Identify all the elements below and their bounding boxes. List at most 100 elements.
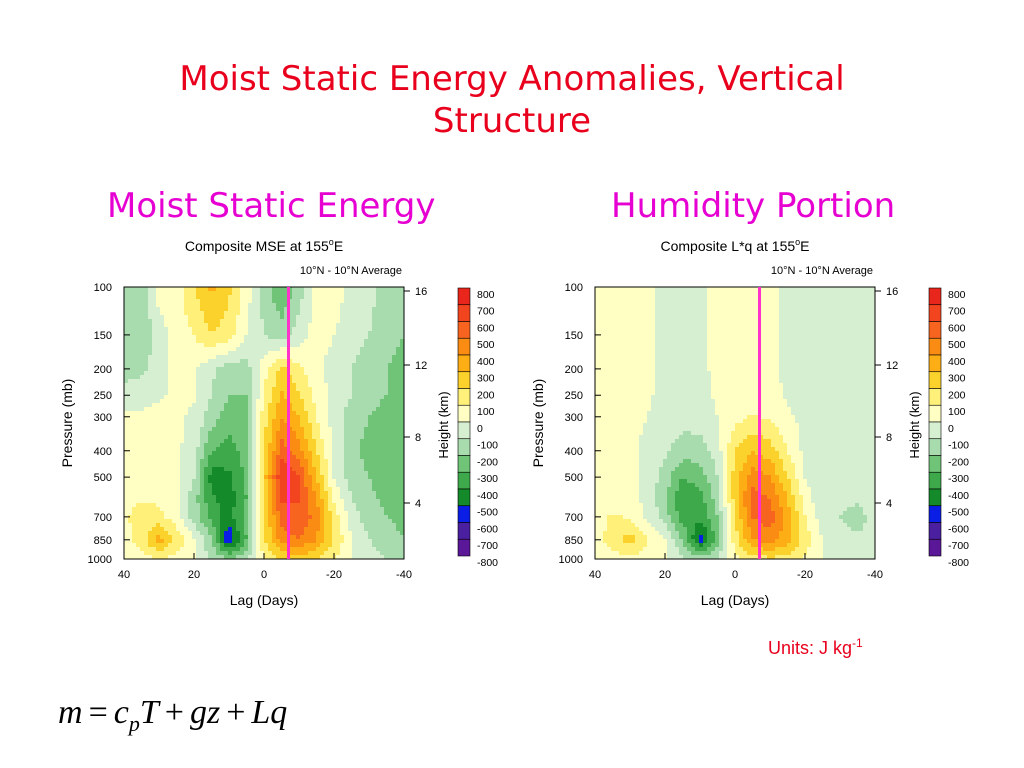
contour-cell [136, 507, 141, 512]
contour-cell [300, 551, 305, 556]
contour-cell [300, 327, 305, 332]
contour-cell [180, 535, 185, 540]
contour-cell [296, 355, 301, 360]
contour-cell [252, 479, 257, 484]
contour-cell [256, 511, 261, 516]
contour-cell [264, 495, 269, 500]
contour-cell [228, 427, 233, 432]
contour-cell [376, 439, 381, 444]
contour-cell [176, 359, 181, 364]
contour-cell [344, 407, 349, 412]
contour-cell [172, 367, 177, 372]
contour-cell [396, 383, 401, 388]
contour-cell [240, 287, 245, 292]
contour-cell [180, 487, 185, 492]
contour-cell [136, 399, 141, 404]
colorbar-bin [457, 337, 471, 356]
contour-cell [392, 539, 397, 544]
contour-cell [336, 519, 341, 524]
contour-cell [388, 423, 393, 428]
contour-cell [396, 479, 401, 484]
contour-cell [136, 431, 141, 436]
contour-cell [276, 399, 281, 404]
contour-cell [296, 431, 301, 436]
contour-cell [308, 435, 313, 440]
contour-cell [216, 463, 221, 468]
contour-cell [627, 295, 632, 300]
contour-cell [188, 363, 193, 368]
contour-cell [320, 555, 325, 560]
contour-cell [296, 347, 301, 352]
contour-cell [396, 407, 401, 412]
contour-cell [128, 343, 133, 348]
contour-cell [140, 339, 145, 344]
contour-cell [208, 479, 213, 484]
contour-cell [156, 411, 161, 416]
contour-cell [208, 331, 213, 336]
contour-cell [228, 375, 233, 380]
contour-cell [284, 419, 289, 424]
contour-cell [156, 455, 161, 460]
contour-cell [344, 371, 349, 376]
contour-cell [156, 371, 161, 376]
contour-cell [212, 543, 217, 548]
contour-cell [831, 287, 836, 292]
contour-cell [128, 443, 133, 448]
contour-cell [176, 339, 181, 344]
contour-cell [631, 291, 636, 296]
contour-cell [400, 463, 405, 468]
contour-cell [220, 463, 225, 468]
contour-cell [148, 363, 153, 368]
contour-cell [324, 459, 329, 464]
contour-cell [332, 523, 337, 528]
contour-cell [204, 463, 209, 468]
contour-cell [308, 303, 313, 308]
contour-cell [156, 287, 161, 292]
contour-cell [196, 307, 201, 312]
contour-cell [272, 483, 277, 488]
contour-cell [819, 287, 824, 292]
contour-cell [360, 359, 365, 364]
contour-cell [324, 483, 329, 488]
contour-cell [368, 431, 373, 436]
contour-cell [260, 379, 265, 384]
contour-cell [244, 435, 249, 440]
contour-cell [360, 459, 365, 464]
contour-cell [244, 299, 249, 304]
contour-cell [376, 455, 381, 460]
contour-cell [240, 371, 245, 376]
contour-cell [400, 379, 405, 384]
contour-cell [220, 547, 225, 552]
contour-cell [340, 323, 345, 328]
contour-cell [156, 363, 161, 368]
contour-cell [296, 499, 301, 504]
contour-cell [388, 375, 393, 380]
contour-cell [340, 455, 345, 460]
contour-cell [204, 339, 209, 344]
contour-cell [244, 303, 249, 308]
contour-cell [192, 427, 197, 432]
contour-cell [304, 499, 309, 504]
contour-cell [356, 495, 361, 500]
contour-cell [132, 291, 137, 296]
contour-cell [292, 395, 297, 400]
contour-cell [380, 499, 385, 504]
contour-cell [380, 351, 385, 356]
contour-cell [376, 479, 381, 484]
contour-cell [220, 483, 225, 488]
contour-cell [136, 351, 141, 356]
contour-cell [208, 523, 213, 528]
contour-cell [140, 539, 145, 544]
contour-cell [192, 443, 197, 448]
contour-cell [232, 547, 237, 552]
contour-cell [268, 467, 273, 472]
contour-cell [188, 323, 193, 328]
contour-cell [280, 503, 285, 508]
contour-cell [328, 387, 333, 392]
contour-cell [296, 511, 301, 516]
contour-cell [376, 487, 381, 492]
contour-cell [344, 415, 349, 420]
contour-cell [240, 527, 245, 532]
contour-cell [268, 543, 273, 548]
contour-cell [360, 527, 365, 532]
